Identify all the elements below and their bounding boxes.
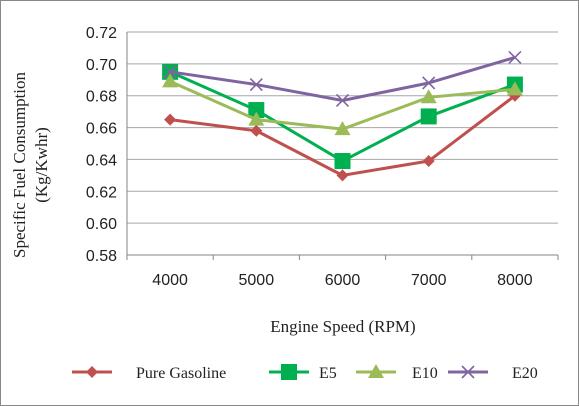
data-point-pure-gasoline [422,155,435,168]
legend-label: Pure Gasoline [136,365,226,382]
legend-marker [461,365,475,379]
data-point-e10 [506,81,523,96]
y-tick-label: 0.62 [86,184,117,201]
x-tick-labels: 4000 5000 6000 7000 8000 [152,272,532,289]
x-marker-stroke [163,65,177,79]
data-point-e5 [420,108,437,125]
series-group [162,50,523,182]
series-e20 [163,50,522,108]
y-tick-label: 0.68 [86,89,117,106]
data-point-e5 [334,153,351,170]
x-tick-label: 5000 [239,272,275,289]
legend-marker [86,366,98,378]
y-tick-labels: 0.58 0.60 0.62 0.64 0.66 0.68 0.70 0.72 [86,25,117,265]
legend-label: E10 [412,365,438,382]
legend-item-e10: E10 [356,364,438,382]
axes [126,32,559,260]
legend-item-e5: E5 [269,364,337,382]
y-tick-label: 0.70 [86,57,117,74]
x-tick-label: 7000 [411,272,447,289]
data-point-pure-gasoline [250,124,263,137]
data-point-e20 [335,93,350,108]
legend-marker [281,364,297,380]
data-point-e10 [420,89,437,104]
x-marker-stroke [422,76,436,90]
data-point-e20 [508,50,522,65]
series-e10 [162,73,523,136]
series-pure-gasoline [164,89,521,182]
data-point-e20 [249,77,263,92]
y-tick-label: 0.60 [86,216,117,233]
data-point-e20 [422,76,436,90]
data-point-e10 [334,121,351,136]
legend-label: E20 [512,365,538,382]
legend-marker [368,364,384,378]
legend-item-e20: E20 [448,365,538,382]
x-tick-label: 6000 [325,272,361,289]
x-marker-stroke [461,365,475,379]
data-point-e5 [248,102,265,119]
data-point-pure-gasoline [164,113,177,126]
x-tick-label: 8000 [497,272,533,289]
x-marker-stroke [508,50,522,65]
legend: Pure Gasoline E5 E10 E20 [72,364,538,382]
y-tick-label: 0.64 [86,152,117,169]
legend-label: E5 [319,365,337,382]
data-point-pure-gasoline [336,169,349,182]
y-tick-label: 0.72 [86,25,117,42]
y-tick-label: 0.58 [86,248,117,265]
x-marker-stroke [249,77,263,92]
data-point-e10 [162,73,179,88]
x-axis-title: Engine Speed (RPM) [270,317,415,336]
data-point-e20 [163,65,177,79]
y-axis-title-line2: (Kg/Kwhr) [32,127,51,203]
x-marker-stroke [335,93,350,108]
y-tick-label: 0.66 [86,121,117,138]
y-axis-title-line1: Specific Fuel Consumption [10,71,29,258]
data-point-e10 [248,111,265,126]
x-tick-label: 4000 [152,272,188,289]
legend-item-pure-gasoline: Pure Gasoline [72,365,226,382]
